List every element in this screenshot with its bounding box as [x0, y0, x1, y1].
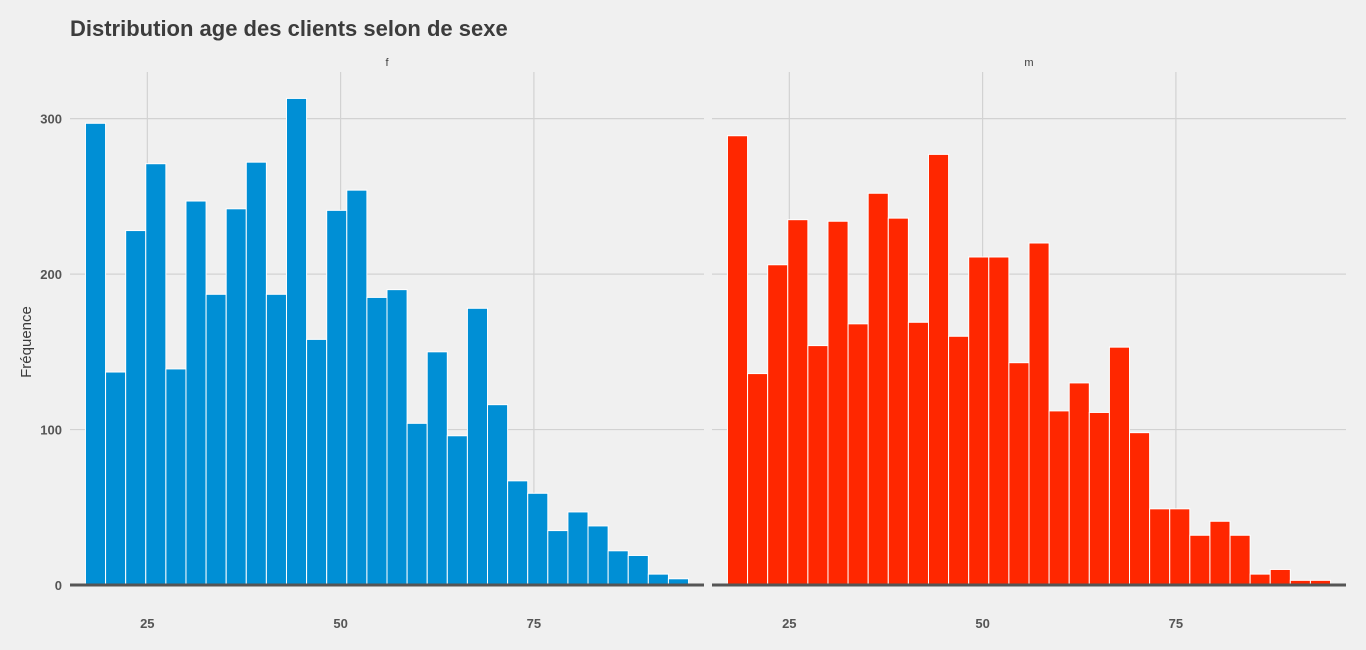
- histogram-bar: [466, 307, 489, 586]
- histogram-bar: [446, 435, 468, 586]
- facet-label-f: f: [385, 57, 389, 69]
- y-tick-label: 200: [40, 267, 62, 282]
- histogram-bar: [627, 554, 649, 586]
- histogram-bar: [787, 219, 809, 586]
- histogram-bar: [567, 511, 589, 586]
- facet-label-m: m: [1024, 57, 1033, 69]
- histogram-bar: [346, 189, 368, 586]
- y-axis-label: Fréquence: [18, 306, 35, 378]
- histogram-bar: [1169, 508, 1191, 586]
- histogram-bar: [1068, 382, 1090, 586]
- histogram-bar: [487, 404, 509, 586]
- histogram-bar: [1088, 411, 1110, 586]
- panel-m: m 25 50 75: [712, 57, 1346, 631]
- histogram-bar: [1189, 534, 1211, 586]
- histogram-bar: [426, 351, 448, 586]
- histogram-bar: [726, 135, 749, 586]
- histogram-bar: [125, 230, 147, 586]
- histogram-bar: [1008, 362, 1030, 586]
- histogram-bar: [887, 217, 909, 586]
- y-tick-label: 100: [40, 423, 62, 438]
- histogram-bar: [185, 200, 207, 586]
- histogram-bar: [84, 122, 107, 586]
- histogram-bar: [867, 192, 889, 586]
- histogram-bar: [386, 289, 408, 586]
- facet-panels: f 25 50 75 0 100 200 300 m 25 50 75: [40, 57, 1346, 631]
- histogram-bar: [165, 368, 187, 586]
- histogram-bar: [647, 573, 669, 586]
- histogram-bar: [145, 163, 167, 586]
- histogram-bar: [968, 256, 990, 586]
- histogram-bar: [927, 153, 950, 586]
- histogram-bar: [1028, 242, 1050, 586]
- y-tick-label: 300: [40, 112, 62, 127]
- histogram-bar: [807, 345, 829, 586]
- x-tick-label: 50: [333, 616, 347, 631]
- histogram-bar: [767, 264, 789, 586]
- histogram-bar: [306, 338, 328, 586]
- histogram-bar: [1149, 508, 1171, 586]
- histogram-bar: [1048, 410, 1070, 586]
- histogram-bar: [747, 373, 769, 586]
- histogram-bar: [1249, 573, 1271, 586]
- x-tick-label: 75: [527, 616, 541, 631]
- histogram-bar: [547, 530, 569, 586]
- histogram-bar: [988, 256, 1010, 586]
- histogram-bar: [1129, 432, 1151, 586]
- histogram-bar: [245, 161, 267, 586]
- histogram-bar: [507, 480, 529, 586]
- x-tick-label: 50: [975, 616, 989, 631]
- histogram-bar: [205, 293, 227, 586]
- histogram-bar: [1269, 568, 1291, 586]
- histogram-bar: [1229, 534, 1251, 586]
- histogram-bar: [527, 492, 549, 586]
- histogram-bar: [326, 209, 348, 586]
- histogram-bar: [607, 550, 629, 586]
- x-tick-label: 75: [1169, 616, 1183, 631]
- histogram-bar: [366, 296, 388, 586]
- panel-f: f 25 50 75 0 100 200 300: [40, 57, 704, 631]
- histogram-bar: [907, 321, 929, 586]
- x-tick-label: 25: [140, 616, 154, 631]
- histogram-bar: [587, 525, 609, 586]
- histogram-bar: [265, 293, 287, 586]
- histogram-bar: [406, 422, 428, 586]
- histogram-bar: [827, 220, 849, 586]
- histogram-bar: [105, 371, 127, 586]
- histogram-bar: [285, 97, 308, 586]
- x-tick-label: 25: [782, 616, 796, 631]
- chart-title: Distribution age des clients selon de se…: [70, 16, 508, 41]
- histogram-bar: [948, 335, 970, 586]
- histogram-bar: [1209, 520, 1231, 586]
- histogram-bar: [225, 208, 247, 586]
- histogram-bar: [1108, 346, 1131, 586]
- y-tick-label: 0: [55, 578, 62, 593]
- histogram-bar: [847, 323, 869, 586]
